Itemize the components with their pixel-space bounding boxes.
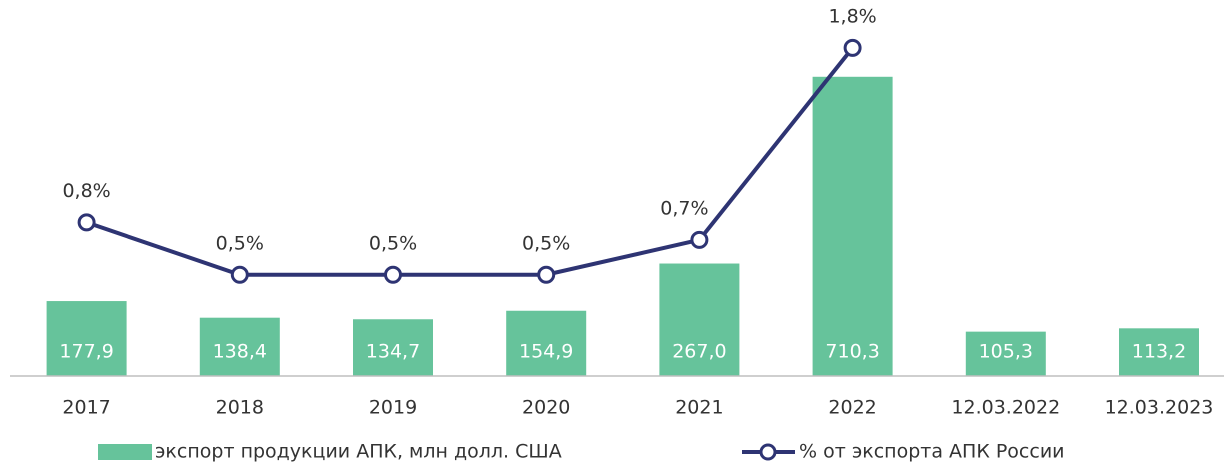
legend-marker — [759, 443, 777, 461]
bar — [506, 310, 587, 376]
bar — [812, 76, 893, 376]
bar-value-label: 177,9 — [59, 341, 113, 363]
bar — [199, 317, 280, 376]
line-marker — [384, 265, 402, 284]
line-value-label: 0,5% — [522, 232, 570, 254]
legend-label: % от экспорта АПК России — [799, 441, 1065, 463]
line-marker — [537, 265, 556, 284]
x-tick-label: 12.03.2023 — [1105, 397, 1214, 419]
x-tick-label: 2017 — [62, 397, 110, 419]
bar-value-label: 113,2 — [1132, 341, 1186, 363]
line-marker — [843, 38, 862, 57]
x-tick-label: 12.03.2022 — [951, 397, 1060, 419]
legend-swatch — [98, 444, 152, 460]
bar-value-label: 105,3 — [979, 341, 1033, 363]
bar — [659, 263, 740, 376]
line-value-label: 0,8% — [62, 180, 110, 202]
x-tick-label: 2022 — [828, 397, 876, 419]
bar-value-label: 134,7 — [366, 341, 420, 363]
line-value-label: 0,5% — [369, 232, 417, 254]
bar-value-label: 154,9 — [519, 341, 573, 363]
x-tick-label: 2018 — [216, 397, 264, 419]
line-value-label: 1,8% — [828, 5, 876, 27]
line — [85, 46, 855, 277]
line-value-label: 0,7% — [660, 197, 708, 219]
line-marker — [230, 265, 249, 284]
legend-label: экспорт продукции АПК, млн долл. США — [155, 441, 562, 463]
x-tick-label: 2021 — [675, 397, 723, 419]
bar — [353, 319, 433, 376]
x-tick-label: 2019 — [369, 397, 417, 419]
line-marker — [690, 230, 709, 249]
bar-value-label: 267,0 — [672, 341, 726, 363]
line-value-label: 0,5% — [216, 232, 264, 254]
line-marker — [77, 213, 96, 232]
bar — [46, 301, 127, 376]
bar-value-label: 138,4 — [213, 341, 267, 363]
bar — [1119, 328, 1199, 376]
bar-value-label: 710,3 — [825, 341, 879, 363]
bar — [965, 331, 1046, 376]
x-tick-label: 2020 — [522, 397, 570, 419]
